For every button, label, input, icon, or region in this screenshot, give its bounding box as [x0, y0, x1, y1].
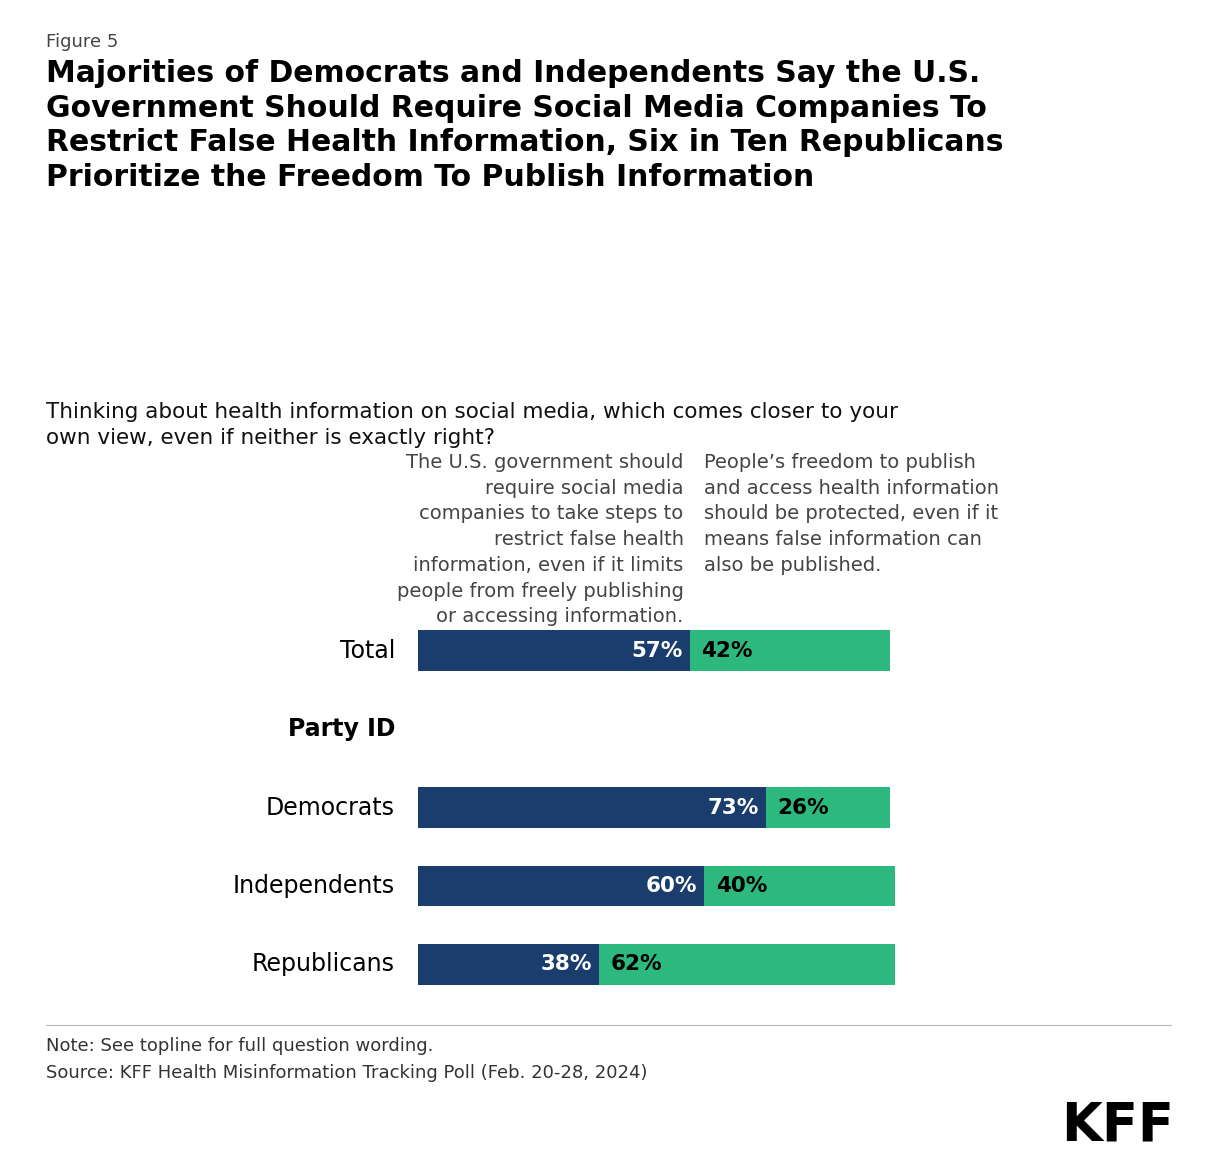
Text: Total: Total	[339, 639, 395, 663]
Text: Independents: Independents	[233, 874, 395, 898]
Bar	[418, 866, 704, 907]
Bar	[689, 630, 889, 671]
Bar	[418, 944, 599, 984]
Text: The U.S. government should
require social media
companies to take steps to
restr: The U.S. government should require socia…	[396, 453, 683, 627]
Text: Democrats: Democrats	[266, 795, 395, 820]
Text: People’s freedom to publish
and access health information
should be protected, e: People’s freedom to publish and access h…	[704, 453, 999, 575]
Text: 38%: 38%	[540, 954, 593, 975]
Text: 62%: 62%	[611, 954, 662, 975]
Bar	[418, 630, 689, 671]
Bar	[599, 944, 894, 984]
Text: Figure 5: Figure 5	[46, 33, 118, 51]
Text: 73%: 73%	[708, 797, 759, 817]
Text: Republicans: Republicans	[253, 953, 395, 976]
Text: Majorities of Democrats and Independents Say the U.S.
Government Should Require : Majorities of Democrats and Independents…	[46, 59, 1004, 192]
Text: 60%: 60%	[645, 876, 697, 896]
Text: Thinking about health information on social media, which comes closer to your
ow: Thinking about health information on soc…	[46, 402, 898, 448]
Text: Note: See topline for full question wording.: Note: See topline for full question word…	[46, 1037, 434, 1055]
Bar	[766, 787, 889, 828]
Text: KFF: KFF	[1060, 1100, 1174, 1151]
Text: 42%: 42%	[702, 641, 753, 661]
Bar	[704, 866, 894, 907]
Text: 26%: 26%	[777, 797, 830, 817]
Text: 40%: 40%	[716, 876, 767, 896]
Text: 57%: 57%	[632, 641, 683, 661]
Text: Party ID: Party ID	[288, 717, 395, 741]
Text: Source: KFF Health Misinformation Tracking Poll (Feb. 20-28, 2024): Source: KFF Health Misinformation Tracki…	[46, 1064, 648, 1082]
Bar	[418, 787, 766, 828]
